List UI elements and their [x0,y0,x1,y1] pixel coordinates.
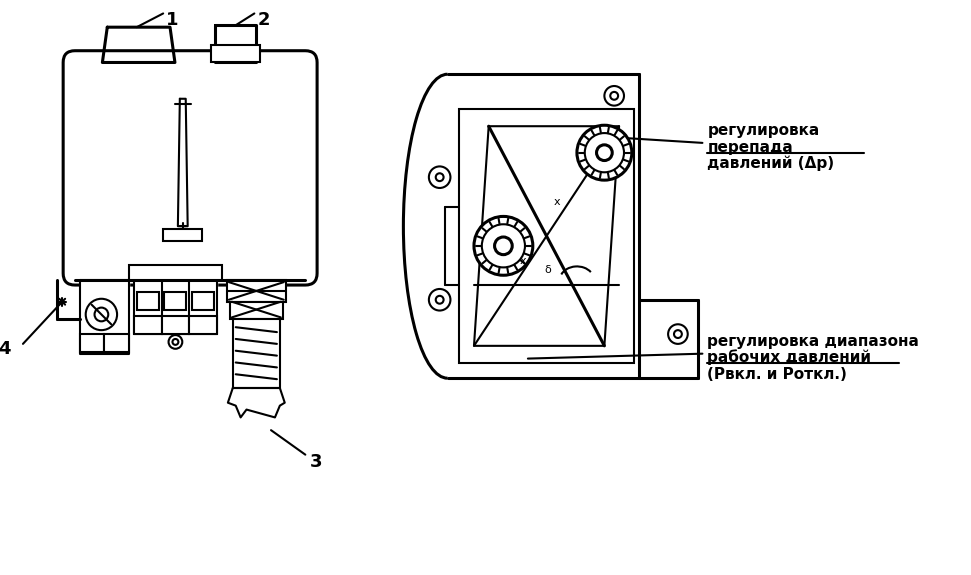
Circle shape [436,173,444,181]
Circle shape [610,92,619,99]
Polygon shape [102,27,175,63]
Bar [230,302,283,319]
Bar [129,266,222,280]
Circle shape [169,335,183,349]
Text: перепада: перепада [707,140,793,155]
Circle shape [429,166,451,188]
Bar [137,292,158,309]
Circle shape [585,133,624,172]
FancyBboxPatch shape [63,51,318,285]
Bar [227,280,285,302]
Text: рабочих давлений: рабочих давлений [707,350,871,366]
Bar [80,334,104,352]
Text: 2: 2 [257,10,270,29]
Bar [192,292,215,309]
Polygon shape [474,126,619,346]
Bar [104,334,129,352]
Circle shape [436,296,444,304]
Circle shape [173,339,179,345]
Polygon shape [216,25,256,63]
Circle shape [429,289,451,311]
Text: 4: 4 [0,340,11,358]
Circle shape [494,237,513,255]
Text: 1: 1 [166,10,179,29]
Bar [134,316,161,334]
Circle shape [674,330,682,338]
Text: x: x [519,255,526,266]
Bar [459,109,634,363]
Circle shape [604,86,624,106]
Polygon shape [80,280,129,354]
Bar [233,319,280,388]
Circle shape [596,145,613,160]
Circle shape [94,308,108,321]
Bar [164,292,186,309]
Bar [212,45,260,63]
Polygon shape [228,388,285,417]
Text: давлений (Δp): давлений (Δp) [707,156,834,171]
Text: регулировка: регулировка [707,123,820,138]
Circle shape [577,125,632,180]
Text: 3: 3 [311,453,322,471]
Circle shape [668,324,687,344]
Circle shape [482,224,525,267]
Bar [189,316,218,334]
Polygon shape [178,99,187,226]
Bar [163,229,202,241]
Circle shape [85,299,117,330]
Text: δ: δ [544,265,551,275]
Text: x: x [554,197,560,206]
Circle shape [474,216,533,275]
Text: регулировка диапазона: регулировка диапазона [707,334,920,349]
Bar [161,316,189,334]
Text: (Рвкл. и Роткл.): (Рвкл. и Роткл.) [707,367,848,382]
Polygon shape [134,280,218,334]
